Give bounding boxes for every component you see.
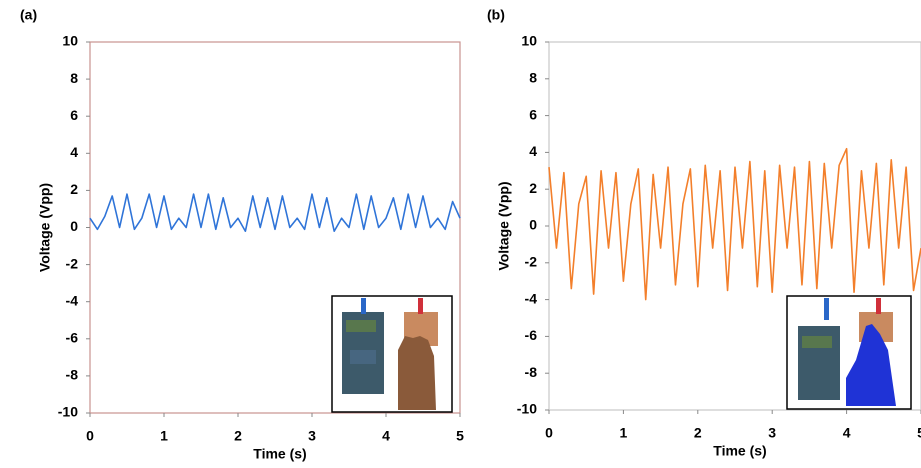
y-axis-title: Voltage (Vpp) xyxy=(37,183,53,272)
y-tick-label: 2 xyxy=(70,181,78,197)
y-tick-label: 8 xyxy=(529,70,537,86)
y-tick-label: 4 xyxy=(529,143,537,159)
signal-line xyxy=(548,147,921,301)
y-tick-label: 6 xyxy=(529,106,537,122)
x-tick-label: 5 xyxy=(917,425,921,441)
y-tick-label: -8 xyxy=(525,364,538,380)
inset-photo xyxy=(331,295,453,413)
x-tick-label: 4 xyxy=(382,428,390,444)
y-tick-label: -4 xyxy=(525,290,538,306)
y-tick-label: -10 xyxy=(517,401,537,417)
x-tick-label: 1 xyxy=(160,428,168,444)
y-tick-label: 0 xyxy=(529,217,537,233)
x-tick-label: 5 xyxy=(456,428,464,444)
x-tick-label: 4 xyxy=(843,425,851,441)
y-tick-label: 6 xyxy=(70,107,78,123)
y-tick-label: 4 xyxy=(70,144,78,160)
y-tick-label: 10 xyxy=(521,33,537,49)
signal-line xyxy=(89,193,461,233)
y-tick-label: 8 xyxy=(70,70,78,86)
y-tick-label: 10 xyxy=(62,33,78,49)
panel-label: (b) xyxy=(487,7,505,23)
y-tick-label: -6 xyxy=(525,327,538,343)
x-tick-label: 3 xyxy=(308,428,316,444)
x-tick-label: 0 xyxy=(86,428,94,444)
y-tick-label: -8 xyxy=(66,367,79,383)
y-axis-title: Voltage (Vpp) xyxy=(496,181,512,270)
inset-photo xyxy=(786,295,912,410)
panel-label: (a) xyxy=(20,7,37,23)
x-tick-label: 2 xyxy=(234,428,242,444)
x-tick-label: 0 xyxy=(545,425,553,441)
y-tick-label: 2 xyxy=(529,180,537,196)
x-tick-label: 3 xyxy=(768,425,776,441)
y-tick-label: -6 xyxy=(66,330,79,346)
x-tick-label: 2 xyxy=(694,425,702,441)
y-tick-label: -2 xyxy=(66,255,79,271)
y-tick-label: -4 xyxy=(66,292,79,308)
x-axis-title: Time (s) xyxy=(713,443,766,459)
y-tick-label: -2 xyxy=(525,254,538,270)
x-tick-label: 1 xyxy=(620,425,628,441)
y-tick-label: -10 xyxy=(58,404,78,420)
y-tick-label: 0 xyxy=(70,218,78,234)
x-axis-title: Time (s) xyxy=(253,446,306,462)
